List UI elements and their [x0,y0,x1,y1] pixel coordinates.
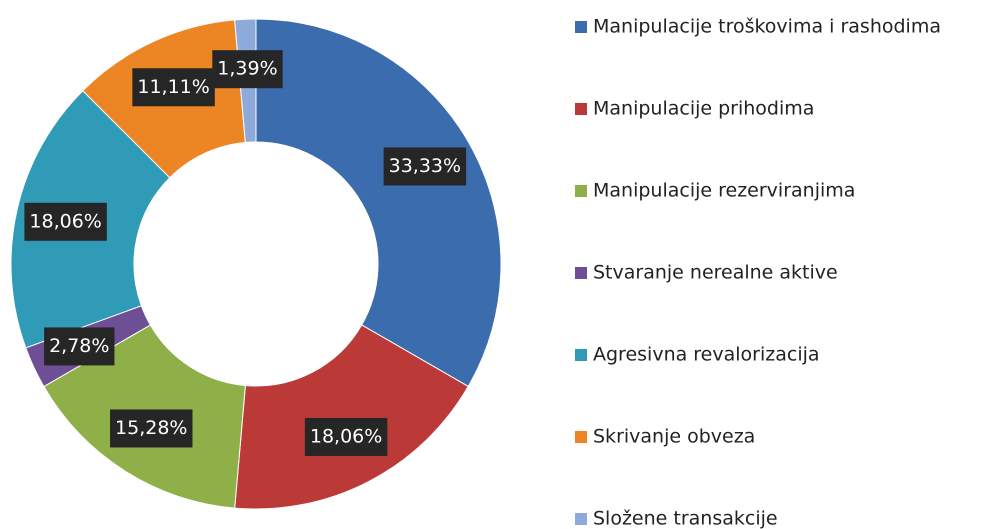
legend-label: Složene transakcije [593,508,778,529]
data-label: 18,06% [304,417,388,456]
data-label-text: 1,39% [217,58,277,80]
data-label: 1,39% [212,50,283,89]
legend-label: Stvaranje nerealne aktive [593,262,838,284]
data-label-text: 18,06% [29,210,101,232]
legend-swatch [575,513,587,525]
data-label-box [110,409,193,448]
legend-swatch [575,185,587,197]
legend-swatch [575,21,587,33]
legend-label: Manipulacije troškovima i rashodima [593,16,941,38]
legend-swatch [575,349,587,361]
data-label-box [304,417,388,456]
legend-label: Skrivanje obveza [593,426,755,448]
legend-label: Agresivna revalorizacija [593,344,820,366]
donut-slice [234,324,469,510]
data-label: 33,33% [383,147,467,186]
legend-swatch [575,103,587,115]
data-label: 18,06% [24,202,107,241]
legend-swatch [575,267,587,279]
data-label-box [24,202,107,241]
data-label: 11,11% [132,68,215,107]
legend-label: Manipulacije rezerviranjima [593,180,855,202]
data-label-box [212,50,283,89]
data-label-text: 33,33% [389,155,461,177]
legend-swatch [575,431,587,443]
data-label-box [383,147,467,186]
donut-slice [255,18,502,388]
data-label-text: 18,06% [310,425,382,447]
data-label-text: 2,78% [49,335,109,357]
data-label-box [132,68,215,107]
data-label-text: 15,28% [115,417,187,439]
data-label: 15,28% [110,409,193,448]
data-label-box [44,327,115,366]
data-label-text: 11,11% [137,76,209,98]
legend-label: Manipulacije prihodima [593,98,814,120]
data-label: 2,78% [44,327,115,366]
